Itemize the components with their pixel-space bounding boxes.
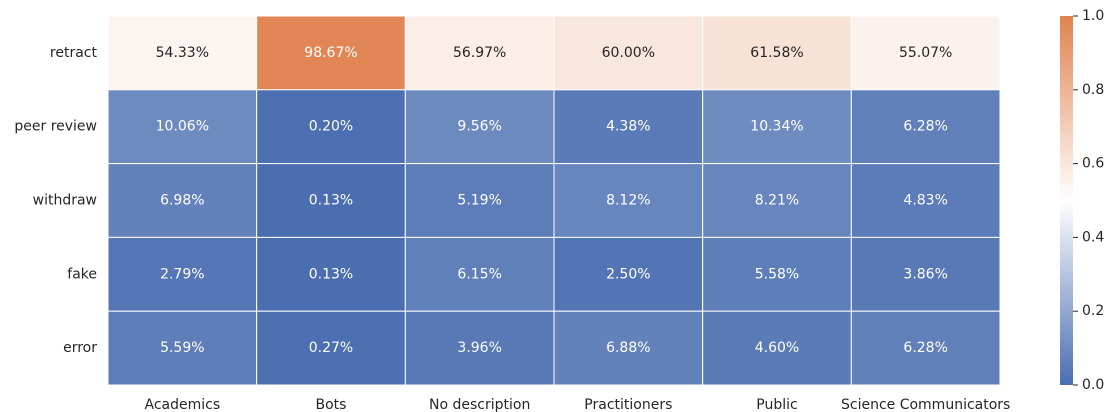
cell-label: 10.06% <box>156 119 209 135</box>
cell-label: 0.13% <box>309 193 353 209</box>
cell <box>553 163 704 238</box>
cell-label: 6.28% <box>903 340 947 356</box>
colorbar <box>1060 16 1073 385</box>
cell <box>107 236 258 312</box>
y-tick-label: error <box>63 340 97 356</box>
colorbar-tick-label: 0.4 <box>1082 229 1104 245</box>
cell-label: 3.86% <box>903 266 947 282</box>
x-tick-label: Science Communicators <box>841 397 1010 412</box>
cell-label: 4.83% <box>903 193 947 209</box>
y-tick-label: fake <box>67 266 97 282</box>
cell <box>256 15 406 91</box>
cell <box>107 310 258 386</box>
cell <box>404 236 555 312</box>
cell <box>256 163 406 238</box>
cell-label: 9.56% <box>457 119 501 135</box>
x-tick-label: Academics <box>145 397 221 412</box>
cell <box>850 236 1001 312</box>
cell-label: 6.98% <box>160 193 204 209</box>
cell-label: 5.19% <box>457 193 501 209</box>
cell-label: 6.28% <box>903 119 947 135</box>
x-tick-label: No description <box>429 397 530 412</box>
cell-label: 56.97% <box>453 45 506 61</box>
cell <box>702 163 852 238</box>
cell-label: 54.33% <box>156 45 209 61</box>
y-tick-label: withdraw <box>33 193 97 209</box>
cell-label: 5.58% <box>755 266 799 282</box>
cell <box>256 89 406 165</box>
cell-label: 2.79% <box>160 266 204 282</box>
cell <box>404 310 555 386</box>
cell <box>850 163 1001 238</box>
colorbar-tick-label: 0.2 <box>1082 303 1104 319</box>
x-tick-label: Bots <box>316 397 347 412</box>
cell <box>850 15 1001 91</box>
cell-label: 4.60% <box>755 340 799 356</box>
cell <box>553 310 704 386</box>
cell-label: 0.20% <box>309 119 353 135</box>
cell-label: 3.96% <box>457 340 501 356</box>
cell <box>702 310 852 386</box>
cell <box>107 15 258 91</box>
colorbar-tick-label: 0.6 <box>1082 156 1104 172</box>
cell <box>702 236 852 312</box>
cell-label: 8.21% <box>755 193 799 209</box>
cell <box>404 163 555 238</box>
cell-label: 6.15% <box>457 266 501 282</box>
cell <box>850 89 1001 165</box>
cell-label: 61.58% <box>750 45 803 61</box>
colorbar-tick-label: 0.8 <box>1082 82 1104 98</box>
cell <box>553 89 704 165</box>
cell-label: 0.27% <box>309 340 353 356</box>
cell <box>553 236 704 312</box>
cell <box>553 15 704 91</box>
cell <box>404 15 555 91</box>
cell <box>256 236 406 312</box>
cell-label: 6.88% <box>606 340 650 356</box>
cell <box>850 310 1001 386</box>
cell-label: 60.00% <box>602 45 655 61</box>
cell-label: 4.38% <box>606 119 650 135</box>
cell-label: 0.13% <box>309 266 353 282</box>
x-tick-label: Public <box>756 397 797 412</box>
y-tick-label: peer review <box>14 119 97 135</box>
cell-label: 2.50% <box>606 266 650 282</box>
cell <box>702 15 852 91</box>
colorbar-tick-label: 0.0 <box>1082 377 1104 393</box>
cell-label: 98.67% <box>304 45 357 61</box>
cell <box>107 163 258 238</box>
colorbar-tick-label: 1.0 <box>1082 8 1104 24</box>
cell-label: 10.34% <box>750 119 803 135</box>
cell-label: 5.59% <box>160 340 204 356</box>
cell-label: 8.12% <box>606 193 650 209</box>
cell-label: 55.07% <box>899 45 952 61</box>
x-tick-label: Practitioners <box>584 397 672 412</box>
y-tick-label: retract <box>50 45 98 61</box>
